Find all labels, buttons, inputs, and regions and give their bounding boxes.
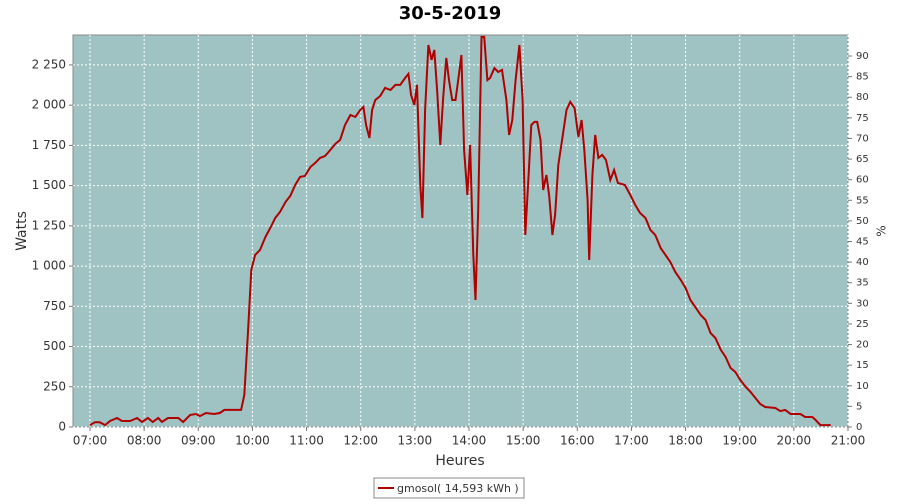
y2-tick-label: 40 xyxy=(856,257,869,268)
x-tick-label: 20:00 xyxy=(777,434,812,448)
x-tick-label: 10:00 xyxy=(235,434,270,448)
x-tick-label: 18:00 xyxy=(668,434,703,448)
y2-tick-label: 30 xyxy=(856,298,869,309)
legend-label: gmosol( 14,593 kWh ) xyxy=(397,482,519,495)
y-tick-label: 1 750 xyxy=(32,138,66,152)
x-tick-label: 21:00 xyxy=(831,434,866,448)
y-tick-label: 500 xyxy=(43,339,66,353)
y-axis-label: Watts xyxy=(14,211,30,251)
y2-tick-label: 25 xyxy=(856,319,869,330)
y-tick-label: 0 xyxy=(58,420,66,434)
plot-area xyxy=(72,34,849,428)
x-axis-label: Heures xyxy=(435,453,484,469)
y2-tick-label: 65 xyxy=(856,154,869,165)
data-line xyxy=(89,35,831,427)
y-tick-label: 1 000 xyxy=(32,259,66,273)
x-tick-label: 08:00 xyxy=(127,434,162,448)
x-tick-label: 19:00 xyxy=(722,434,757,448)
y2-tick-label: 80 xyxy=(856,92,869,103)
x-tick-label: 17:00 xyxy=(614,434,649,448)
y2-tick-label: 35 xyxy=(856,278,869,289)
y-tick-label: 1 250 xyxy=(32,218,66,232)
y-tick-label: 2 000 xyxy=(32,98,66,112)
x-tick-label: 16:00 xyxy=(560,434,595,448)
y-tick-label: 2 250 xyxy=(32,57,66,71)
chart-title: 30-5-2019 xyxy=(399,3,502,24)
legend xyxy=(373,477,525,499)
y-tick-label: 1 500 xyxy=(32,178,66,192)
y2-tick-label: 20 xyxy=(856,340,869,351)
x-tick-label: 11:00 xyxy=(289,434,324,448)
y-tick-label: 750 xyxy=(43,299,66,313)
y2-axis-label: % xyxy=(875,225,889,236)
y2-tick-label: 15 xyxy=(856,360,869,371)
y2-tick-label: 50 xyxy=(856,216,869,227)
y2-tick-label: 55 xyxy=(856,195,869,206)
x-tick-label: 14:00 xyxy=(452,434,487,448)
y2-tick-label: 90 xyxy=(856,51,869,62)
x-tick-label: 13:00 xyxy=(398,434,433,448)
x-tick-label: 15:00 xyxy=(506,434,541,448)
y2-tick-label: 60 xyxy=(856,175,869,186)
x-tick-label: 12:00 xyxy=(343,434,378,448)
y2-tick-label: 75 xyxy=(856,113,869,124)
y2-tick-label: 70 xyxy=(856,133,869,144)
x-tick-label: 07:00 xyxy=(73,434,108,448)
y2-tick-label: 0 xyxy=(856,422,862,433)
y2-tick-label: 10 xyxy=(856,381,869,392)
y2-tick-label: 5 xyxy=(856,401,862,412)
x-tick-label: 09:00 xyxy=(181,434,216,448)
y2-tick-label: 85 xyxy=(856,72,869,83)
y2-tick-label: 45 xyxy=(856,237,869,248)
y-tick-label: 250 xyxy=(43,379,66,393)
